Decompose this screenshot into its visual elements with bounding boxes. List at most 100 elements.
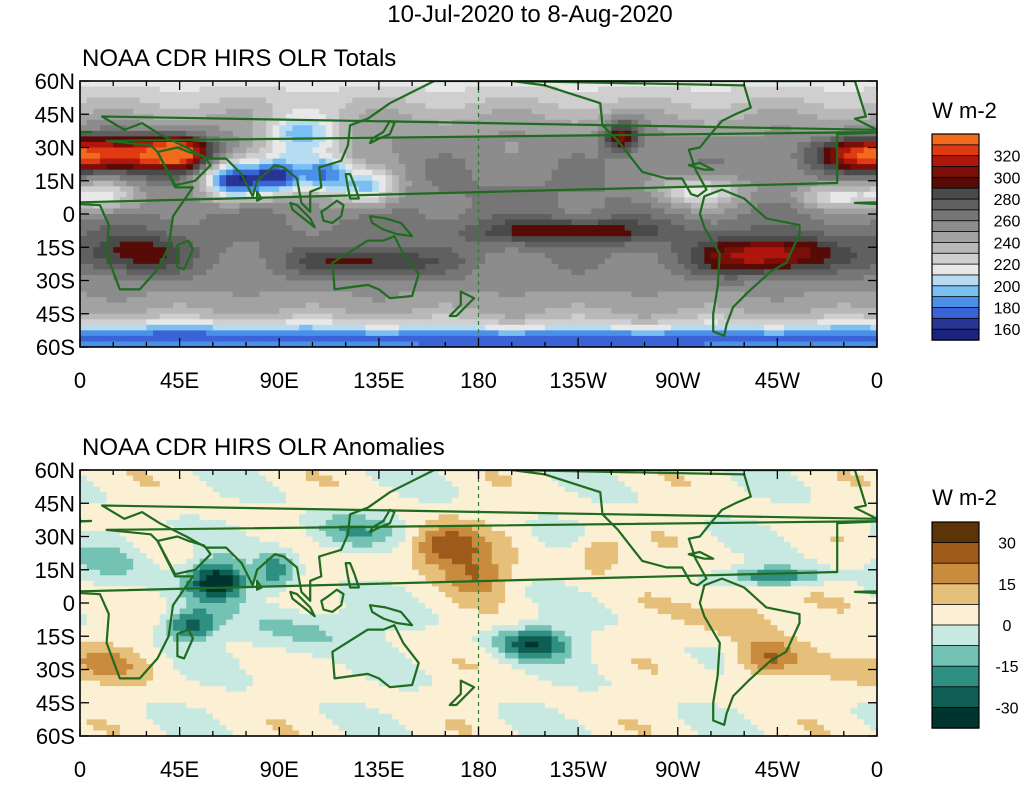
field-cell	[332, 236, 340, 243]
field-cell	[179, 86, 187, 93]
field-cell	[86, 130, 94, 138]
field-cell	[558, 153, 566, 160]
field-cell	[564, 169, 573, 176]
field-cell	[724, 92, 732, 99]
field-cell	[691, 269, 699, 276]
field-cell	[252, 153, 260, 160]
field-cell	[80, 158, 88, 165]
field-cell	[192, 214, 201, 221]
field-cell	[372, 252, 380, 259]
field-cell	[558, 297, 566, 304]
field-cell	[611, 103, 619, 110]
field-cell	[671, 186, 679, 193]
field-cell	[265, 258, 274, 265]
field-cell	[146, 258, 154, 265]
field-cell	[206, 208, 214, 215]
field-cell	[219, 125, 227, 132]
field-cell	[850, 103, 858, 110]
field-cell	[604, 191, 612, 198]
field-cell	[651, 136, 659, 143]
field-cell	[604, 130, 612, 138]
field-cell	[265, 247, 274, 254]
field-cell	[438, 186, 446, 193]
field-cell	[511, 86, 519, 93]
field-cell	[80, 164, 88, 171]
field-cell	[378, 108, 387, 115]
field-cell	[372, 103, 380, 110]
field-cell	[146, 180, 154, 187]
field-cell	[591, 263, 599, 271]
field-cell	[192, 103, 201, 110]
field-cell	[285, 291, 294, 298]
field-cell	[591, 247, 599, 254]
field-cell	[259, 225, 267, 232]
field-cell	[106, 186, 114, 193]
field-cell	[757, 175, 765, 182]
field-cell	[544, 108, 553, 115]
field-cell	[119, 119, 128, 126]
field-cell	[850, 297, 858, 304]
field-cell	[212, 141, 221, 149]
field-cell	[551, 103, 559, 110]
field-cell	[730, 81, 739, 88]
field-cell	[511, 208, 519, 215]
field-cell	[239, 180, 247, 187]
field-cell	[146, 108, 154, 115]
field-cell	[312, 297, 320, 304]
field-cell	[445, 186, 453, 193]
field-cell	[485, 175, 493, 182]
field-cell	[857, 125, 865, 132]
field-cell	[598, 197, 606, 204]
field-cell	[246, 274, 254, 282]
field-cell	[246, 164, 254, 171]
field-cell	[830, 197, 838, 204]
field-cell	[817, 236, 825, 243]
field-cell	[637, 291, 646, 298]
field-cell	[405, 280, 413, 287]
field-cell	[113, 125, 121, 132]
field-cell	[478, 86, 486, 93]
field-cell	[219, 191, 227, 198]
field-cell	[312, 153, 320, 160]
field-cell	[153, 125, 161, 132]
field-cell	[850, 114, 858, 121]
field-cell	[478, 141, 486, 149]
field-cell	[352, 308, 360, 315]
field-cell	[146, 119, 154, 126]
field-cell	[637, 286, 646, 293]
field-cell	[93, 280, 101, 287]
field-cell	[511, 81, 519, 88]
field-cell	[80, 219, 88, 226]
field-cell	[518, 114, 526, 121]
field-cell	[857, 247, 865, 254]
field-cell	[830, 291, 838, 298]
field-cell	[265, 153, 274, 160]
field-cell	[578, 92, 586, 99]
field-cell	[305, 108, 314, 115]
field-cell	[365, 103, 373, 110]
field-cell	[471, 136, 480, 143]
field-cell	[192, 86, 201, 93]
field-cell	[199, 291, 207, 298]
field-cell	[757, 158, 765, 165]
field-cell	[524, 92, 533, 99]
field-cell	[631, 297, 639, 304]
field-cell	[617, 286, 626, 293]
field-cell	[259, 302, 267, 309]
field-cell	[491, 186, 500, 193]
field-cell	[272, 269, 280, 276]
field-cell	[757, 92, 765, 99]
field-cell	[186, 153, 194, 160]
field-cell	[863, 208, 871, 215]
field-cell	[259, 130, 267, 138]
field-cell	[113, 86, 121, 93]
field-cell	[671, 208, 679, 215]
field-cell	[784, 158, 792, 165]
field-cell	[392, 141, 400, 149]
field-cell	[604, 175, 612, 182]
field-cell	[86, 202, 94, 210]
field-cell	[292, 269, 300, 276]
field-cell	[823, 208, 832, 215]
field-cell	[146, 130, 154, 138]
field-cell	[677, 186, 685, 193]
